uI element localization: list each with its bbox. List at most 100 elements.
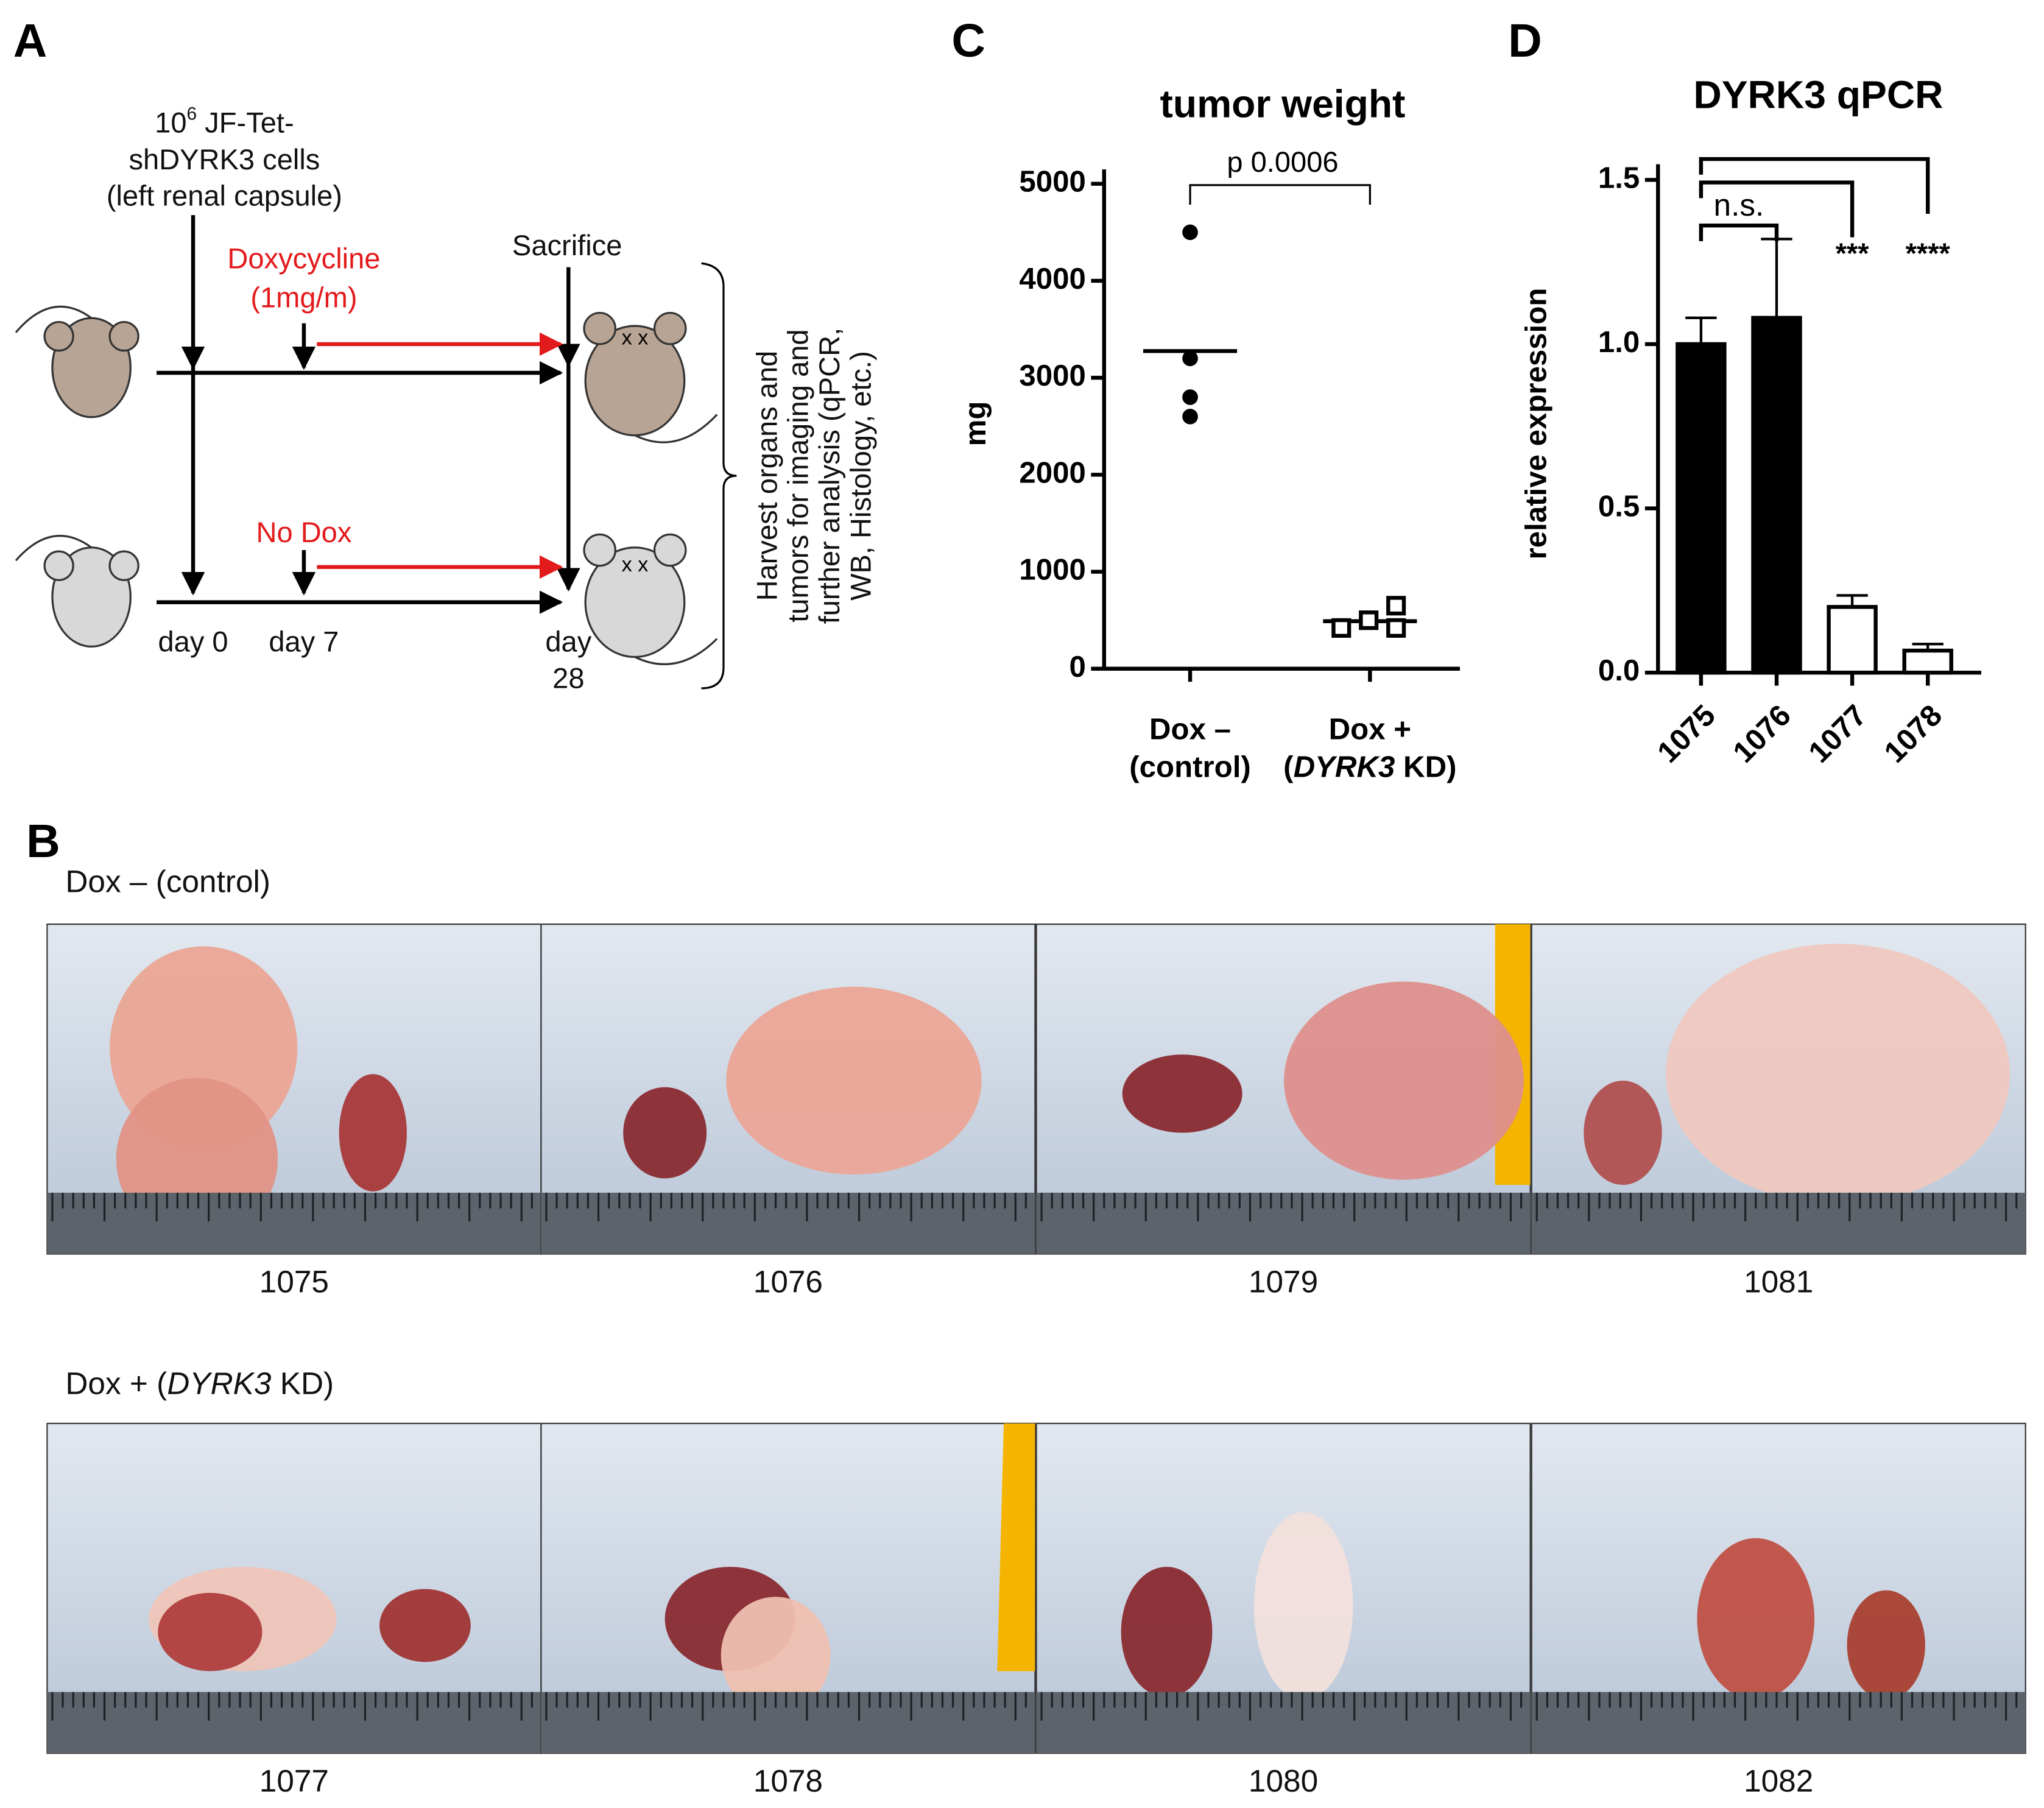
tissue <box>726 986 982 1175</box>
x-tick-label: 1078 <box>1878 698 1948 769</box>
significance-bracket <box>1189 184 1371 205</box>
dox-dose: (1mg/m) <box>250 281 357 314</box>
significance-label: n.s. <box>1714 188 1764 222</box>
error-bar <box>1685 316 1717 344</box>
photo <box>1035 923 1531 1255</box>
x-tick-label: 1077 <box>1802 698 1873 769</box>
mouse-icons: x x x x <box>15 305 718 665</box>
bar <box>1827 605 1878 675</box>
comparison-bracket <box>1699 223 1779 241</box>
y-tick-label: 0 <box>1069 650 1085 683</box>
ruler <box>1036 1192 1531 1254</box>
photo-caption: 1082 <box>1744 1764 1813 1798</box>
timeline-diagram: 106 JF-Tet- shDYRK3 cells (left renal ca… <box>15 104 876 694</box>
y-tick-label: 2000 <box>1019 456 1085 489</box>
ruler <box>1531 1192 2026 1254</box>
tissue <box>623 1087 707 1179</box>
data-point <box>1386 618 1406 638</box>
chart-title: tumor weight <box>1160 82 1406 125</box>
data-point <box>1331 618 1352 638</box>
photo <box>1531 1422 2026 1754</box>
photo-caption: 1081 <box>1744 1264 1813 1299</box>
tissue <box>1666 944 2011 1205</box>
photo <box>1531 923 2026 1255</box>
ruler <box>1036 1692 1531 1754</box>
photo <box>46 1422 542 1754</box>
y-tick-label: 1.5 <box>1598 161 1640 194</box>
tissue <box>1847 1590 1925 1700</box>
data-point <box>1359 610 1379 630</box>
tissue <box>339 1074 407 1192</box>
photo <box>46 923 542 1255</box>
panel-label: B <box>26 815 60 867</box>
x-tick-label-part: DYRK3 <box>1294 750 1395 784</box>
photo-caption: 1079 <box>1249 1264 1318 1299</box>
tissue <box>158 1592 263 1672</box>
y-tick-label: 1.0 <box>1598 325 1640 359</box>
ruler <box>541 1692 1035 1754</box>
x-tick-label: Dox + <box>1329 712 1411 746</box>
harvest-line: tumors for imaging and <box>782 329 814 622</box>
ruler <box>47 1692 541 1754</box>
photo-caption: 1080 <box>1249 1764 1318 1798</box>
photo <box>1035 1422 1531 1754</box>
y-tick-label: 0.0 <box>1598 654 1640 687</box>
data-point <box>1182 408 1198 425</box>
tissue <box>379 1589 471 1662</box>
tissue <box>1284 981 1524 1180</box>
panel-label: D <box>1508 15 1542 67</box>
data-point <box>1182 224 1198 241</box>
x-tick-label-part: ( <box>1283 750 1294 784</box>
data-point <box>1182 350 1198 367</box>
day-label: day 7 <box>269 626 339 658</box>
x-tick-label: (DYRK3 KD) <box>1283 750 1456 784</box>
ruler <box>541 1192 1035 1254</box>
day-label: day 0 <box>158 626 228 658</box>
day-label: 28 <box>552 662 584 694</box>
x-tick-label-part: (control) <box>1129 750 1251 784</box>
x-tick-label: Dox – <box>1149 712 1231 746</box>
panel-label: C <box>951 15 985 67</box>
x-tick-label-part: KD) <box>1395 750 1456 784</box>
y-axis-label: relative expression <box>1519 288 1552 560</box>
bar <box>1751 316 1802 675</box>
photo-caption: 1075 <box>259 1264 329 1299</box>
y-tick-label: 5000 <box>1019 165 1085 199</box>
tape <box>997 1423 1035 1672</box>
photo <box>540 923 1036 1255</box>
y-axis-label: mg <box>959 401 992 447</box>
photo-caption: 1078 <box>753 1764 823 1798</box>
photo-grid: 1075 1076 1079 1081 1077 1078 1080 1082 <box>46 923 2026 1798</box>
significance-label: *** <box>1836 237 1870 269</box>
harvest-line: further analysis (qPCR, <box>813 328 845 624</box>
tissue <box>1253 1512 1353 1700</box>
panel-label: A <box>13 15 48 67</box>
comparison-bracket <box>1699 180 1855 238</box>
cells-text: (left renal capsule) <box>107 180 342 212</box>
svg-text:x x: x x <box>622 326 649 349</box>
tissue <box>1122 1054 1242 1133</box>
tissue <box>1584 1080 1662 1185</box>
ruler <box>47 1192 541 1254</box>
group-label: Dox + (DYRK3 KD) <box>65 1366 334 1400</box>
dox-label: Doxycycline <box>227 242 380 274</box>
tissue <box>1121 1567 1213 1698</box>
y-tick-label: 4000 <box>1019 262 1085 295</box>
chart-title: DYRK3 qPCR <box>1693 72 1943 116</box>
tissue <box>1697 1538 1815 1700</box>
x-tick-label: 1075 <box>1651 698 1722 769</box>
cells-text: 106 JF-Tet- <box>155 104 294 139</box>
photo-caption: 1077 <box>259 1764 329 1798</box>
data-point <box>1386 596 1406 616</box>
cells-text: shDYRK3 cells <box>129 143 320 175</box>
error-bar <box>1912 643 1944 651</box>
sacrifice-label: Sacrifice <box>512 229 622 261</box>
y-tick-label: 3000 <box>1019 359 1085 392</box>
comparison-bracket <box>1699 157 1930 214</box>
ruler <box>1531 1692 2026 1754</box>
y-tick-label: 0.5 <box>1598 490 1640 523</box>
tissue <box>721 1597 831 1714</box>
photo <box>540 1422 1036 1754</box>
x-tick-label: (control) <box>1129 750 1251 784</box>
